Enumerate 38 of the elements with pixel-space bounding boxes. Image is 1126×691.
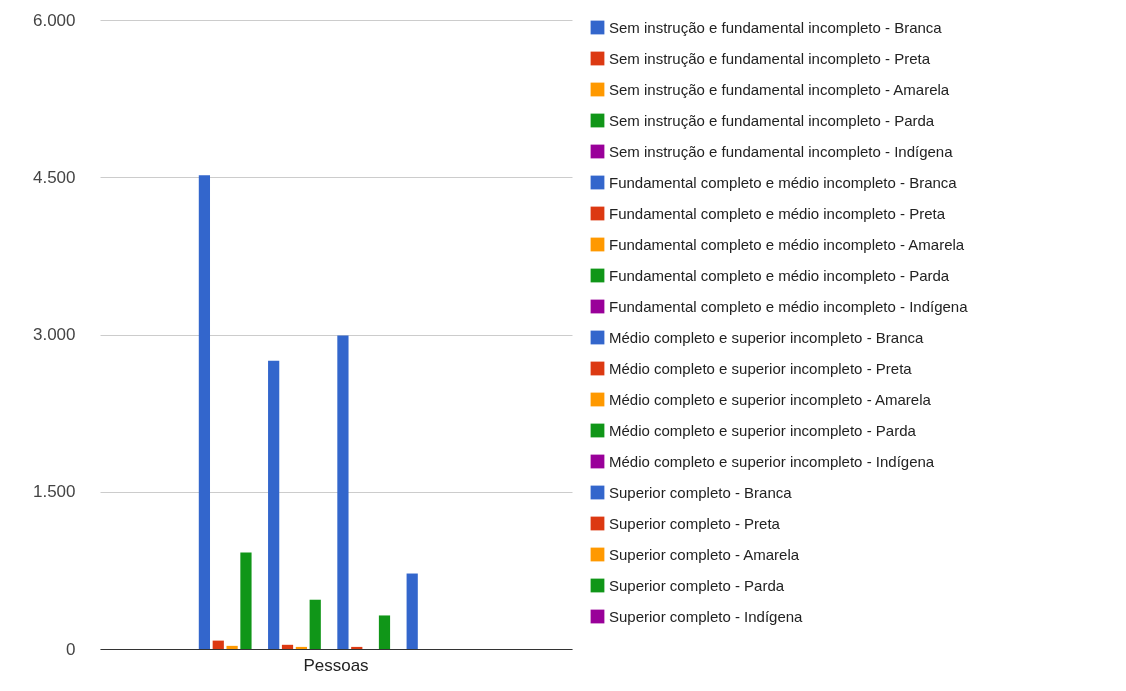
legend-label: Sem instrução e fundamental incompleto - Indígena: [609, 142, 954, 160]
legend-label: Médio completo e superior incompleto - Preta: [609, 359, 913, 377]
bar: [351, 646, 363, 649]
bar: [406, 573, 418, 649]
bar: [309, 599, 321, 649]
bar: [240, 552, 252, 649]
bar: [337, 335, 349, 649]
legend-label: Sem instrução e fundamental incompleto - Branca: [609, 18, 943, 36]
y-tick-label: 0: [66, 639, 76, 659]
legend-label: Sem instrução e fundamental incompleto - Parda: [609, 111, 935, 129]
bar: [226, 645, 238, 649]
bar: [378, 615, 391, 649]
legend-label: Médio completo e superior incompleto - Indígena: [609, 452, 935, 470]
bar: [268, 360, 280, 649]
y-tick-label: 1.500: [32, 482, 76, 502]
bar: [281, 644, 294, 649]
legend-label: Superior completo - Branca: [609, 483, 793, 501]
legend-label: Superior completo - Parda: [609, 576, 785, 594]
legend-label: Fundamental completo e médio incompleto - Amarela: [609, 235, 965, 253]
bar: [295, 646, 307, 649]
y-tick-label: 3.000: [32, 325, 76, 344]
legend-label: Superior completo - Amarela: [609, 545, 800, 563]
y-tick-label: 4.500: [32, 167, 76, 187]
legend-label: Sem instrução e fundamental incompleto - Amarela: [609, 80, 950, 98]
legend-label: Médio completo e superior incompleto - Branca: [609, 328, 924, 346]
x-tick-label: Pessoas: [303, 655, 369, 675]
y-tick-label: 6.000: [32, 10, 76, 30]
legend-label: Superior completo - Indígena: [609, 607, 804, 625]
legend-label: Médio completo e superior incompleto - Amarela: [609, 390, 932, 408]
legend-label: Fundamental completo e médio incompleto - Branca: [609, 173, 958, 191]
legend-label: Fundamental completo e médio incompleto - Parda: [609, 266, 950, 284]
bar: [198, 175, 211, 649]
bar: [212, 640, 224, 649]
legend-label: Fundamental completo e médio incompleto - Indígena: [609, 297, 969, 315]
legend-label: Fundamental completo e médio incompleto - Preta: [609, 204, 946, 222]
legend-label: Médio completo e superior incompleto - Parda: [609, 421, 917, 439]
legend-label: Sem instrução e fundamental incompleto - Preta: [609, 49, 931, 67]
legend-label: Superior completo - Preta: [609, 514, 781, 532]
